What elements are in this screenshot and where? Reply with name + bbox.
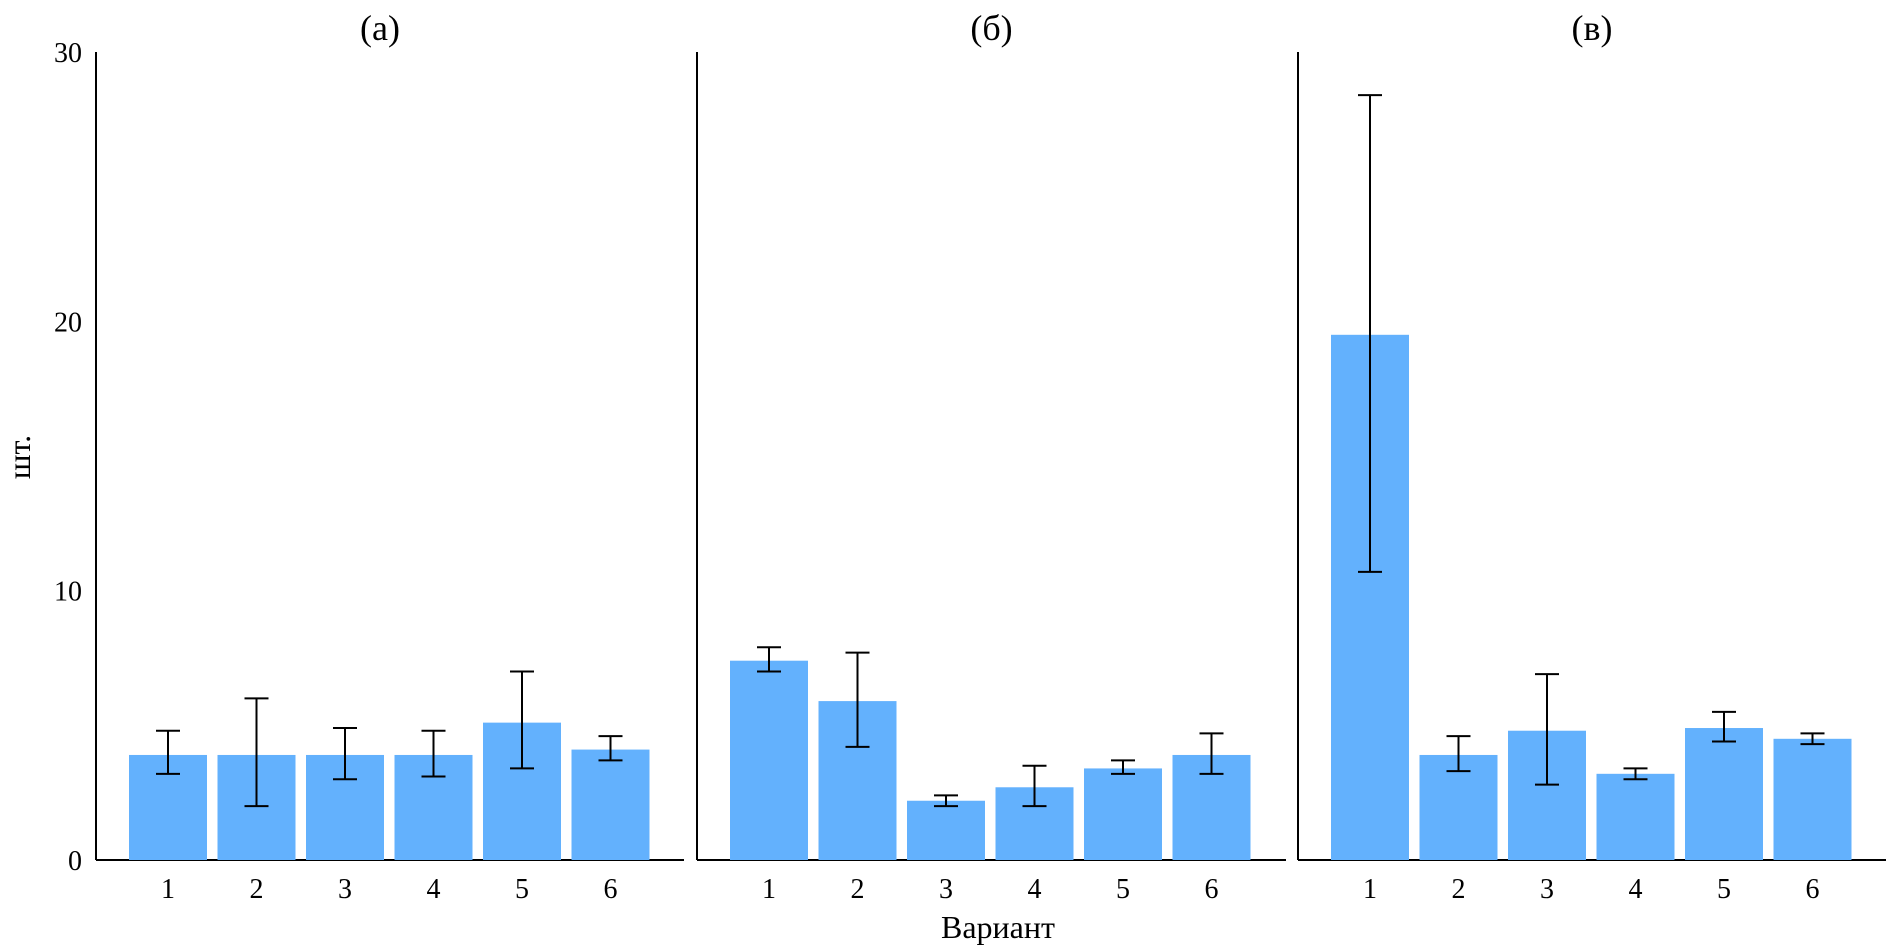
bar (1773, 738, 1852, 860)
y-tick-label: 30 (54, 38, 82, 69)
bar (1419, 754, 1498, 860)
bar (571, 749, 650, 860)
panel-3: (в) 1 2 3 4 5 6 (1297, 8, 1886, 905)
x-tick-label: 6 (604, 874, 618, 905)
bar (1596, 773, 1675, 860)
x-tick-label: 3 (939, 874, 953, 905)
y-tick-label: 20 (54, 307, 82, 338)
panel-title: (б) (970, 8, 1012, 48)
y-tick-label: 0 (68, 846, 82, 877)
panels-layer: 0 10 20 30 (а) 1 2 3 4 5 6 (б) 1 2 3 4 5 6 (в) 1 2 3 4 5 6 (54, 8, 1886, 905)
panel-title: (а) (360, 8, 400, 48)
panel-title: (в) (1572, 8, 1613, 48)
x-tick-label: 1 (762, 874, 776, 905)
panel-1: (а) 1 2 3 4 5 6 (95, 8, 684, 905)
x-axis-label: Вариант (941, 909, 1055, 945)
x-tick-label: 4 (1629, 874, 1643, 905)
x-tick-label: 6 (1806, 874, 1820, 905)
x-tick-label: 1 (1363, 874, 1377, 905)
y-axis-label: шт. (1, 435, 37, 479)
x-tick-label: 5 (1717, 874, 1731, 905)
x-tick-label: 2 (1452, 874, 1466, 905)
bar (907, 800, 985, 860)
x-tick-label: 4 (427, 874, 441, 905)
x-tick-label: 2 (250, 874, 264, 905)
bar (1685, 728, 1763, 860)
y-tick-label: 10 (54, 577, 82, 608)
x-tick-label: 3 (338, 874, 352, 905)
panel-2: (б) 1 2 3 4 5 6 (696, 8, 1286, 905)
x-tick-label: 5 (1116, 874, 1130, 905)
bar (1084, 768, 1162, 860)
x-tick-label: 2 (851, 874, 865, 905)
bar (730, 660, 808, 860)
x-tick-label: 6 (1205, 874, 1219, 905)
x-tick-label: 5 (515, 874, 529, 905)
x-tick-label: 1 (161, 874, 175, 905)
x-tick-label: 4 (1028, 874, 1042, 905)
x-tick-label: 3 (1540, 874, 1554, 905)
